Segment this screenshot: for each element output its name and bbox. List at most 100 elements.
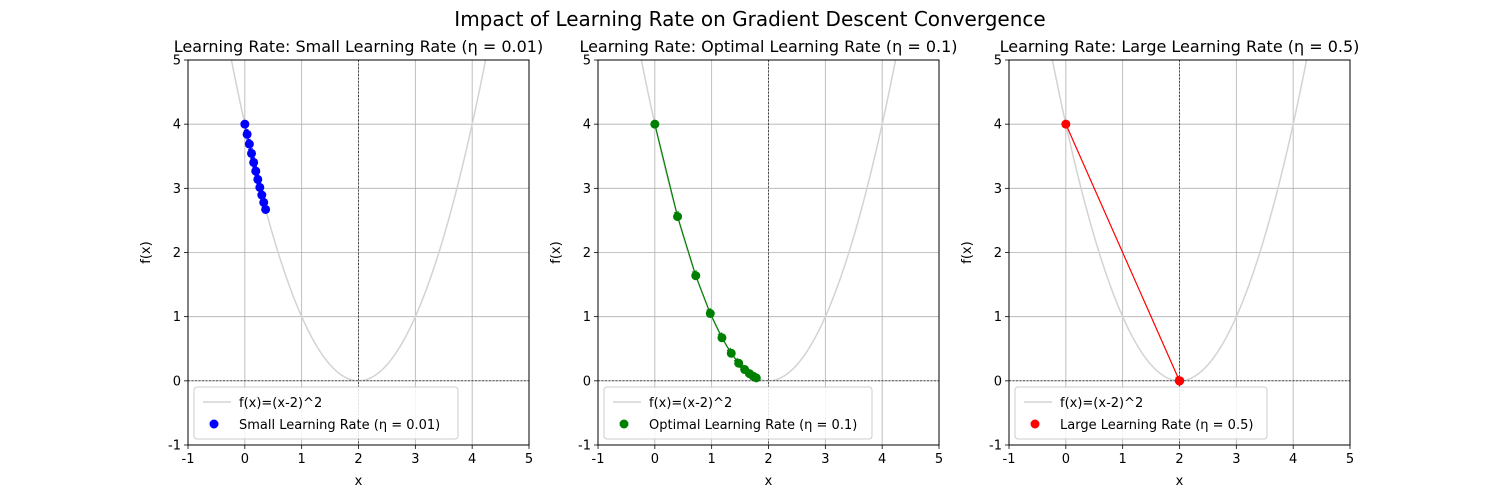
descent-point (751, 373, 761, 383)
legend-series-label: Large Learning Rate (η = 0.5) (1060, 418, 1253, 433)
x-tick-label: 2 (1175, 452, 1183, 467)
subplot-1: -1 0 1 2 3 4 5 -1 0 1 2 3 4 5 x f(x) Learning Rate: Smal… (139, 37, 543, 489)
y-tick-label: -1 (168, 439, 181, 454)
x-tick-label: 1 (1119, 452, 1127, 467)
y-tick-label: 1 (994, 310, 1002, 325)
descent-point (244, 139, 254, 149)
descent-point (650, 119, 660, 129)
descent-step-line (1065, 123, 1181, 382)
x-tick-label: 4 (878, 452, 886, 467)
x-tick-label: 0 (241, 452, 249, 467)
plot-area (1009, 60, 1350, 445)
x-tick-label: -1 (592, 452, 605, 467)
descent-point (1061, 119, 1071, 129)
descent-point (249, 157, 259, 167)
legend-series-label: Small Learning Rate (η = 0.01) (239, 418, 440, 433)
descent-step-line (654, 124, 679, 217)
subplots: -1 0 1 2 3 4 5 -1 0 1 2 3 4 5 x f(x) Learning Rate: Smal… (139, 37, 1360, 489)
x-tick-label: 1 (298, 452, 306, 467)
subplot-3: -1 0 1 2 3 4 5 -1 0 1 2 3 4 5 x f(x) Learning Rate: Larg… (960, 37, 1360, 489)
y-tick-label: 3 (994, 182, 1002, 197)
descent-point (255, 182, 265, 192)
x-tick-label: 5 (1346, 452, 1354, 467)
y-tick-label: 5 (583, 54, 591, 69)
plot-area (598, 60, 939, 445)
legend-curve-label: f(x)=(x-2)^2 (239, 396, 322, 411)
x-tick-label: 3 (411, 452, 419, 467)
x-tick-label: 4 (468, 452, 476, 467)
descent-point (259, 197, 269, 207)
y-tick-label: 3 (583, 182, 591, 197)
legend-box (603, 386, 873, 440)
descent-point (705, 309, 715, 319)
descent-step-line (676, 216, 697, 276)
legend: f(x)=(x-2)^2 Large Learning Rate (η = 0.5… (1014, 386, 1268, 440)
descent-point (261, 204, 271, 214)
subplot-2: -1 0 1 2 3 4 5 -1 0 1 2 3 4 5 x f(x) Learning Rate: Opti… (549, 37, 958, 489)
y-tick-label: 1 (173, 310, 181, 325)
legend: f(x)=(x-2)^2 Small Learning Rate (η = 0.0… (193, 386, 459, 440)
y-tick-label: 2 (994, 246, 1002, 261)
descent-point (253, 174, 263, 184)
y-tick-label: -1 (989, 439, 1002, 454)
y-axis-label: f(x) (139, 241, 154, 263)
x-axis-label: x (765, 474, 773, 489)
y-tick-label: 0 (994, 374, 1002, 389)
descent-point (673, 212, 683, 222)
figure-suptitle: Impact of Learning Rate on Gradient Desc… (454, 7, 1045, 31)
y-tick-label: 2 (583, 246, 591, 261)
legend-series-swatch (619, 419, 629, 429)
descent-point (247, 148, 257, 158)
descent-point (240, 119, 250, 129)
legend-series-swatch (209, 419, 219, 429)
x-tick-label: 5 (525, 452, 533, 467)
y-tick-label: -1 (578, 439, 591, 454)
y-tick-label: 2 (173, 246, 181, 261)
y-tick-label: 4 (994, 118, 1002, 133)
x-tick-label: 3 (821, 452, 829, 467)
descent-point (1175, 376, 1184, 386)
descent-point (717, 333, 727, 343)
y-tick-label: 4 (173, 118, 181, 133)
y-tick-label: 5 (173, 54, 181, 69)
y-tick-label: 5 (994, 54, 1002, 69)
y-axis-label: f(x) (549, 241, 564, 263)
x-tick-label: 2 (764, 452, 772, 467)
descent-point (691, 271, 701, 281)
descent-point (251, 166, 261, 176)
x-tick-label: 2 (354, 452, 362, 467)
descent-point (242, 129, 252, 139)
x-tick-label: -1 (1003, 452, 1016, 467)
plot-area (188, 60, 529, 445)
descent-point (257, 190, 267, 200)
y-tick-label: 3 (173, 182, 181, 197)
x-axis-label: x (1176, 474, 1184, 489)
subplot-title: Learning Rate: Small Learning Rate (η = … (174, 37, 543, 56)
x-axis-label: x (355, 474, 363, 489)
subplot-title: Learning Rate: Optimal Learning Rate (η … (579, 37, 957, 56)
y-tick-label: 4 (583, 118, 591, 133)
descent-point (734, 358, 744, 368)
legend-series-label: Optimal Learning Rate (η = 0.1) (649, 418, 857, 433)
legend-series-swatch (1030, 419, 1040, 429)
y-tick-label: 0 (583, 374, 591, 389)
x-tick-label: 1 (708, 452, 716, 467)
x-tick-label: 3 (1232, 452, 1240, 467)
descent-step-line (695, 275, 711, 314)
subplot-title: Learning Rate: Large Learning Rate (η = … (1000, 37, 1360, 56)
x-tick-label: 4 (1289, 452, 1297, 467)
x-tick-label: 5 (935, 452, 943, 467)
descent-point (726, 348, 736, 358)
y-axis-label: f(x) (960, 241, 975, 263)
x-tick-label: -1 (182, 452, 195, 467)
x-tick-label: 0 (651, 452, 659, 467)
y-tick-label: 0 (173, 374, 181, 389)
legend: f(x)=(x-2)^2 Optimal Learning Rate (η = 0… (603, 386, 873, 440)
legend-curve-label: f(x)=(x-2)^2 (1060, 396, 1143, 411)
x-tick-label: 0 (1062, 452, 1070, 467)
legend-box (1014, 386, 1268, 440)
legend-curve-label: f(x)=(x-2)^2 (649, 396, 732, 411)
legend-box (193, 386, 459, 440)
y-tick-label: 1 (583, 310, 591, 325)
